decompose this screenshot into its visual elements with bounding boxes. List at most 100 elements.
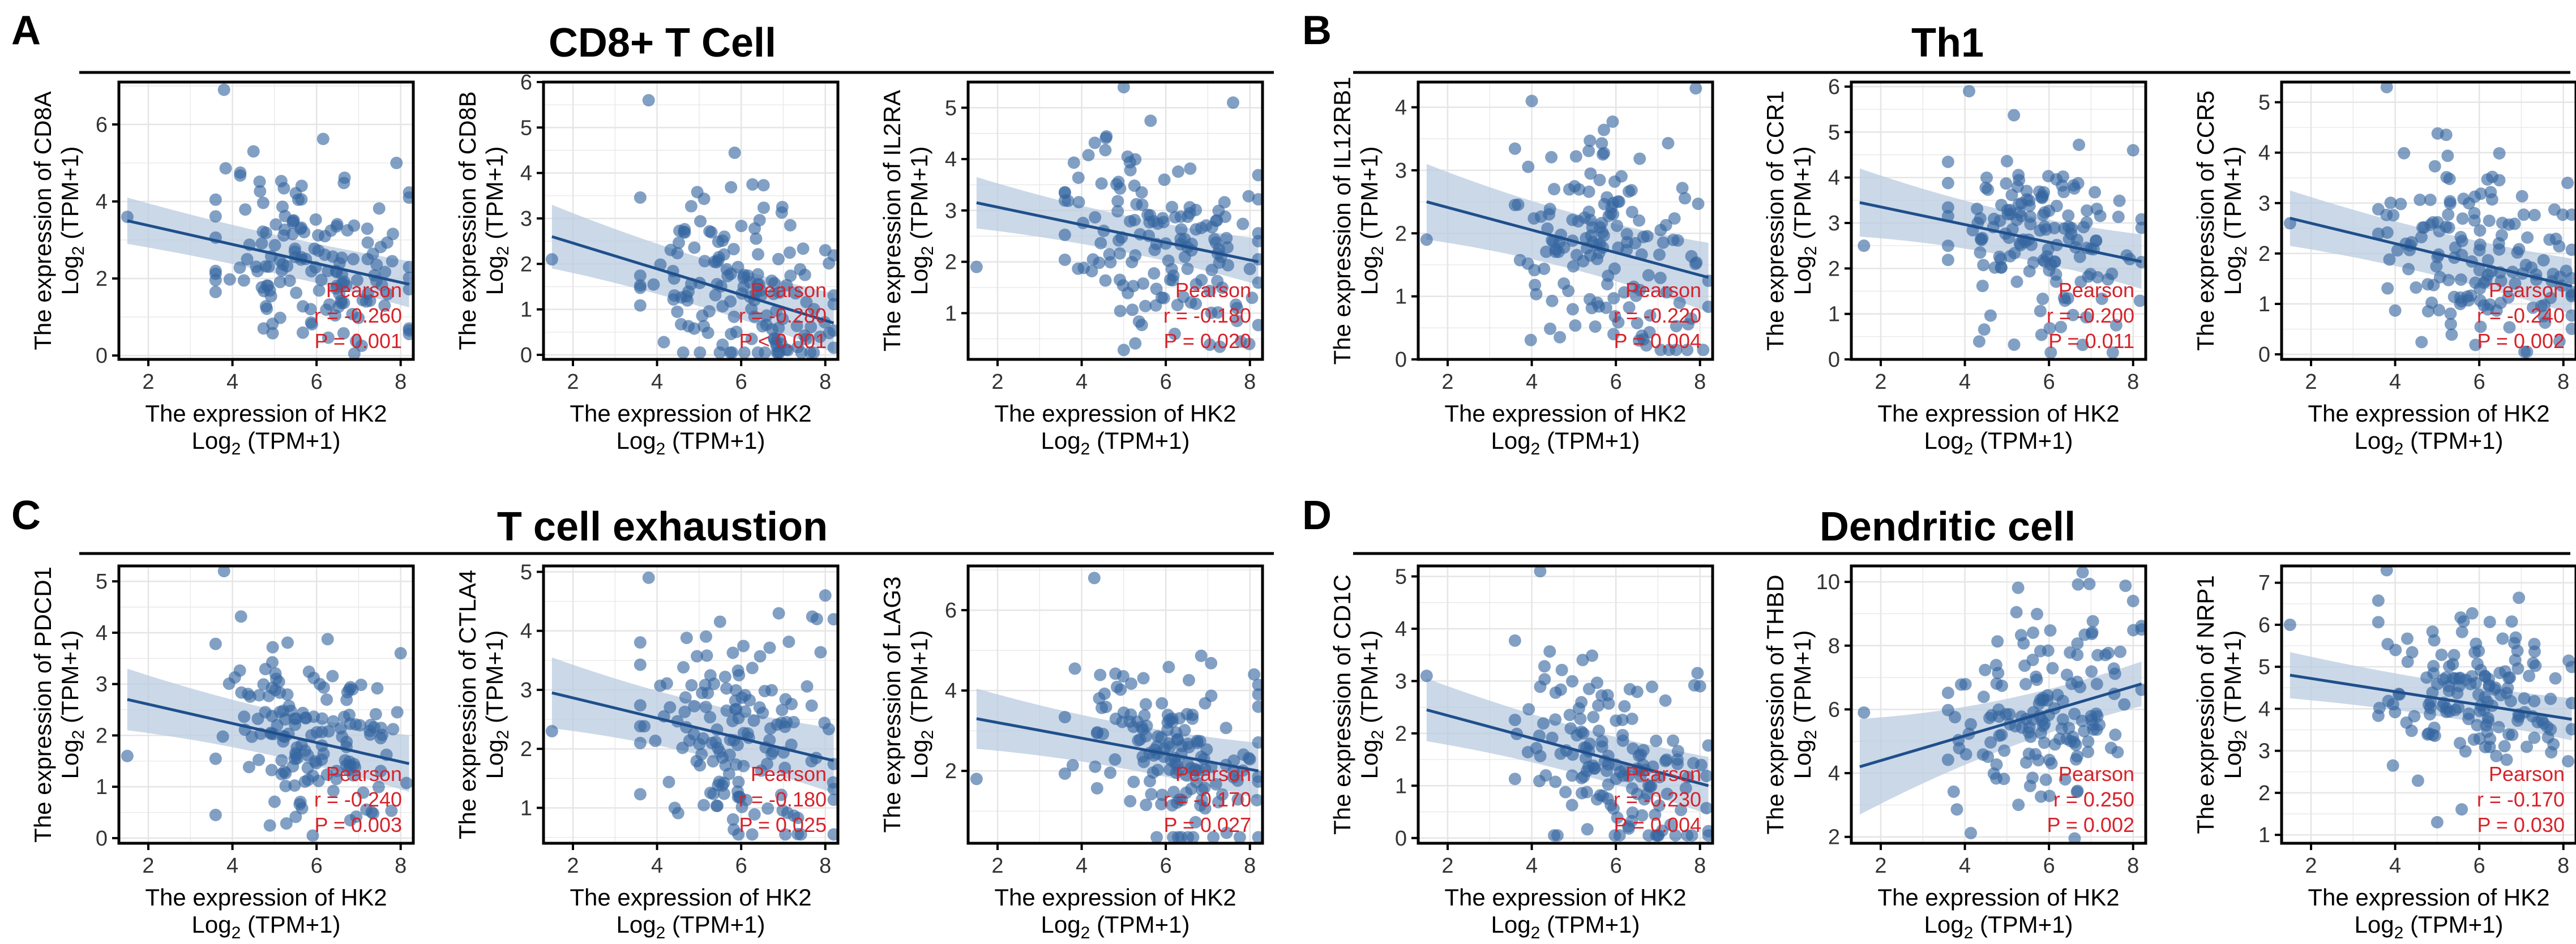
data-point [1995, 679, 2008, 692]
x-tick-label: 2 [2305, 370, 2317, 394]
data-point [768, 277, 781, 290]
data-point [2481, 173, 2494, 186]
data-point [1582, 185, 1595, 198]
data-point [1627, 742, 1640, 755]
data-point [1991, 635, 2004, 648]
data-point [338, 171, 351, 184]
y-tick-label: 5 [520, 560, 532, 584]
data-point [1597, 148, 1610, 161]
data-point [1667, 233, 1680, 246]
data-point [2440, 702, 2453, 715]
x-tick-label: 6 [1610, 370, 1622, 394]
plot-frame [2280, 564, 2576, 845]
data-point [2068, 832, 2081, 843]
data-point [1566, 675, 1579, 688]
data-point [1068, 662, 1081, 675]
data-point [2000, 177, 2013, 190]
data-point [819, 589, 832, 602]
data-point [1205, 656, 1218, 670]
y-axis-label: The expression of NRP1 [2192, 575, 2219, 834]
data-point [2441, 149, 2454, 162]
data-point [2090, 677, 2103, 690]
x-tick-label: 4 [1959, 854, 1971, 878]
regression-line [1426, 708, 1709, 787]
data-point [738, 346, 751, 359]
data-point [1659, 694, 1672, 707]
data-point [726, 346, 739, 359]
data-point [1941, 177, 1954, 190]
data-point [2549, 672, 2562, 685]
data-point [767, 745, 780, 758]
data-point [717, 248, 730, 261]
confidence-band [1859, 168, 2142, 289]
data-point [2010, 275, 2023, 288]
data-point [379, 265, 392, 278]
data-point [1600, 764, 1613, 777]
panel-title-c: T cell exhaustion [497, 504, 828, 550]
data-point [378, 299, 391, 312]
data-point [2283, 618, 2296, 631]
data-point [1645, 680, 1658, 693]
data-point [545, 253, 558, 266]
y-axis-unit: Log2 (TPM+1) [1356, 147, 1387, 295]
data-point [2406, 646, 2419, 659]
data-point [219, 162, 232, 175]
data-point [1636, 809, 1649, 822]
regression-line [551, 691, 835, 762]
data-point [1058, 253, 1071, 266]
data-point [279, 779, 292, 792]
data-point [1058, 767, 1071, 780]
data-point [737, 640, 750, 653]
y-tick-label: 0 [520, 344, 532, 367]
data-point [2426, 625, 2439, 638]
data-point [238, 710, 251, 723]
x-axis-label: The expression of HK2 [570, 400, 811, 427]
data-point [1072, 262, 1085, 275]
data-point [1113, 273, 1126, 286]
data-point [1584, 134, 1597, 147]
data-point [1508, 142, 1521, 155]
data-point [341, 686, 354, 699]
data-point [1947, 785, 1960, 798]
data-point [281, 688, 294, 701]
data-point [699, 701, 712, 714]
y-tick-label: 4 [96, 190, 108, 214]
y-tick-label: 4 [1828, 166, 1840, 190]
data-point [369, 707, 382, 720]
y-tick-label: 1 [1828, 303, 1840, 327]
data-point [2082, 745, 2095, 758]
data-point [2547, 267, 2560, 280]
data-point [344, 717, 357, 730]
data-point [372, 780, 385, 793]
data-point [1186, 712, 1199, 725]
y-tick-label: 4 [1395, 96, 1407, 120]
data-point [1088, 572, 1101, 585]
data-point [320, 768, 333, 781]
data-point [1679, 192, 1692, 205]
y-tick-label: 2 [520, 737, 532, 761]
stat-r: r = -0.230 [1614, 788, 1701, 811]
data-point [1236, 217, 1250, 230]
data-point [1662, 137, 1675, 150]
data-point [209, 210, 222, 223]
y-axis-label: The expression of IL2RA [879, 90, 905, 351]
data-point [2086, 626, 2099, 639]
data-point [216, 730, 229, 743]
data-point [759, 346, 772, 359]
data-point [774, 788, 788, 801]
data-point [1534, 680, 1547, 693]
data-point [1543, 645, 1556, 658]
data-point [2493, 174, 2506, 187]
data-point [2511, 246, 2524, 259]
data-point [301, 761, 314, 774]
data-point [1566, 213, 1579, 226]
data-point [680, 632, 693, 645]
data-point [1700, 769, 1713, 782]
data-point [320, 693, 333, 706]
data-point [281, 636, 294, 649]
data-point [262, 260, 275, 273]
data-point [1637, 230, 1650, 243]
data-point [696, 309, 709, 322]
data-point [668, 289, 681, 302]
data-point [2023, 265, 2036, 278]
